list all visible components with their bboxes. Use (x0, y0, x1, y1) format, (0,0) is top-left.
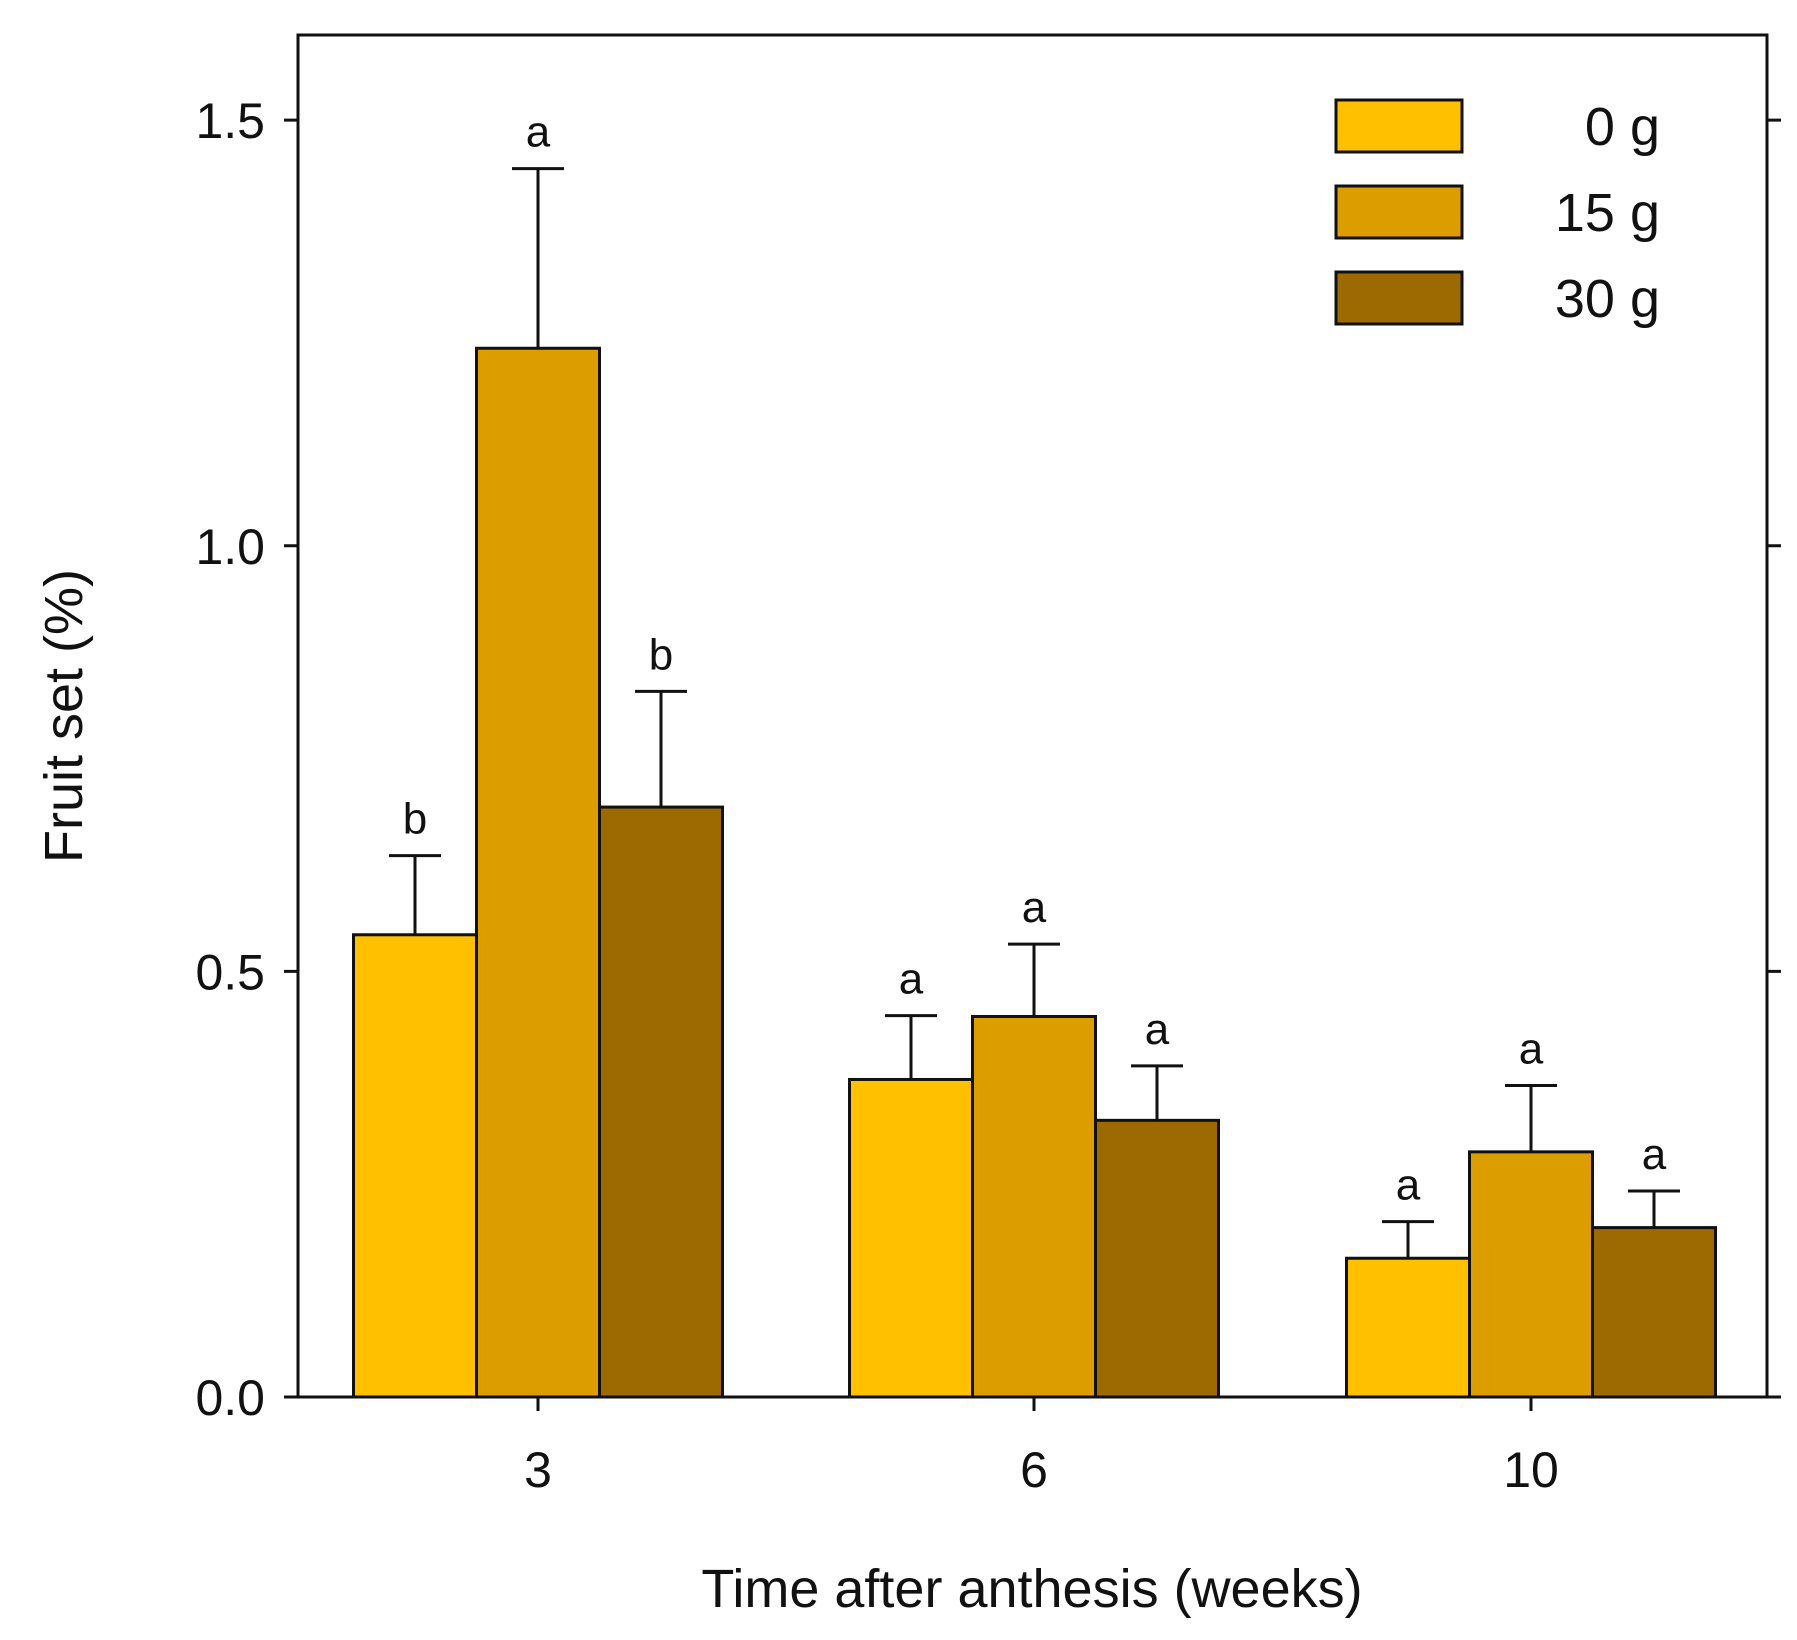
significance-label: a (1396, 1161, 1421, 1210)
y-axis-title: Fruit set (%) (34, 569, 94, 863)
y-tick-label: 0.5 (195, 944, 265, 1000)
legend-label: 30 g (1555, 269, 1660, 329)
bar-15g-week-6 (971, 1014, 1097, 1399)
significance-label: b (403, 795, 427, 844)
legend-swatch-15g (1334, 184, 1464, 240)
bar-15g-week-10 (1468, 1150, 1594, 1399)
y-tick-label: 0.0 (195, 1370, 265, 1426)
text-layer: b a a a a a b a a 0.0 0.5 1.0 1.5 3 6 10 Time after anth… (34, 93, 1667, 1619)
x-tick-label: 10 (1503, 1442, 1559, 1498)
legend: 0 g 15 g 30 g (1334, 97, 1660, 329)
bar-30g-week-3 (598, 805, 724, 1399)
bars-layer (352, 167, 1717, 1399)
frame-layer (284, 33, 1781, 1411)
bar-15g-week-3 (475, 346, 601, 1399)
bar-30g-week-6 (1094, 1118, 1220, 1399)
bar-0g-week-3 (352, 933, 478, 1399)
bar-0g-week-6 (848, 1077, 974, 1399)
bar-0g-week-10 (1345, 1256, 1471, 1399)
significance-label: a (1642, 1130, 1667, 1179)
significance-label: a (1145, 1005, 1170, 1054)
significance-label: a (526, 108, 551, 157)
legend-label: 0 g (1585, 97, 1660, 157)
legend-label: 15 g (1555, 183, 1660, 243)
significance-label: a (1022, 883, 1047, 932)
x-axis-title: Time after anthesis (weeks) (701, 1559, 1362, 1619)
y-tick-label: 1.0 (195, 519, 265, 575)
x-tick-label: 3 (524, 1442, 552, 1498)
x-tick-label: 6 (1020, 1442, 1048, 1498)
significance-label: a (899, 955, 924, 1004)
legend-swatch-30g (1334, 270, 1464, 326)
y-tick-label: 1.5 (195, 93, 265, 149)
legend-swatch-0g (1334, 98, 1464, 154)
bar-30g-week-10 (1591, 1226, 1717, 1399)
significance-label: a (1519, 1024, 1544, 1073)
significance-label: b (649, 630, 673, 679)
